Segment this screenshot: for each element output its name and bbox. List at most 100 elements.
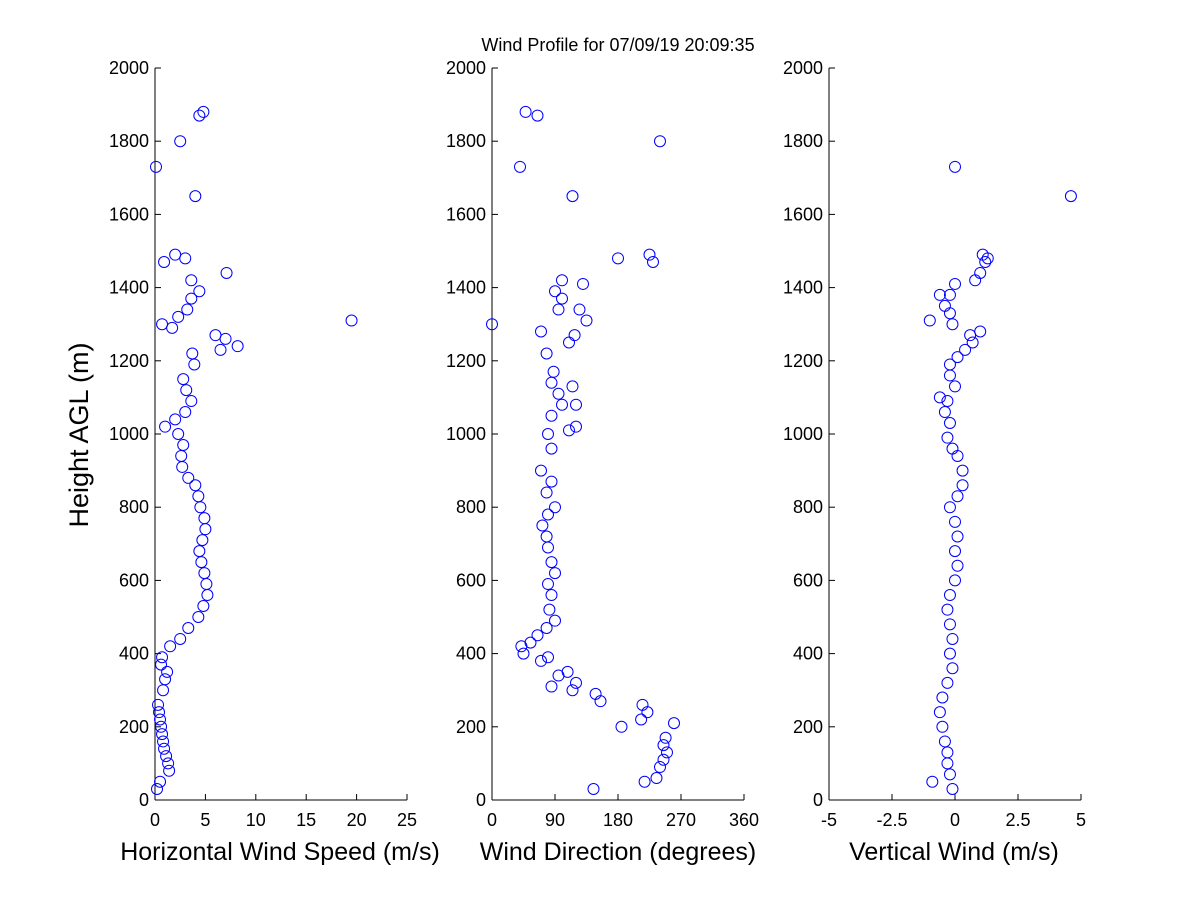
data-point-wind-direction — [556, 292, 568, 305]
data-point-horizontal-wind-speed — [188, 358, 201, 371]
data-point-wind-direction — [615, 720, 628, 733]
data-point-wind-direction — [542, 428, 554, 440]
y-tick-label-vertical-wind: 1600 — [783, 204, 823, 224]
data-point-vertical-wind — [949, 277, 961, 290]
data-point-horizontal-wind-speed — [193, 285, 206, 298]
data-point-wind-direction — [517, 647, 530, 660]
figure-title: Wind Profile for 07/09/19 20:09:35 — [481, 35, 754, 55]
data-point-horizontal-wind-speed — [166, 321, 179, 334]
data-point-wind-direction — [545, 376, 558, 389]
data-point-horizontal-wind-speed — [155, 720, 168, 733]
y-tick-label-wind-direction: 1000 — [446, 424, 486, 444]
data-point-horizontal-wind-speed — [185, 292, 198, 305]
data-point-horizontal-wind-speed — [192, 611, 205, 623]
data-point-vertical-wind — [923, 314, 936, 327]
data-point-wind-direction — [650, 772, 663, 785]
data-point-vertical-wind — [946, 442, 959, 455]
data-point-vertical-wind — [943, 647, 956, 660]
y-tick-label-horizontal-wind-speed: 1400 — [109, 278, 149, 298]
data-point-wind-direction — [542, 651, 554, 664]
data-point-wind-direction — [657, 753, 670, 766]
data-point-vertical-wind — [974, 325, 987, 338]
data-point-wind-direction — [580, 314, 593, 327]
data-point-vertical-wind — [951, 559, 964, 572]
x-tick-label-vertical-wind: 5 — [1076, 810, 1086, 830]
x-tick-label-horizontal-wind-speed: 15 — [296, 810, 316, 830]
data-point-vertical-wind — [941, 395, 954, 408]
data-point-horizontal-wind-speed — [150, 160, 163, 173]
y-tick-label-wind-direction: 600 — [456, 570, 486, 590]
x-tick-label-horizontal-wind-speed: 25 — [397, 810, 417, 830]
data-point-horizontal-wind-speed — [160, 750, 173, 763]
data-point-wind-direction — [542, 541, 554, 554]
data-point-wind-direction — [556, 398, 568, 411]
y-tick-label-wind-direction: 1800 — [446, 131, 486, 151]
data-point-vertical-wind — [956, 479, 969, 492]
data-point-wind-direction — [543, 603, 556, 616]
data-point-horizontal-wind-speed — [193, 545, 206, 558]
data-point-vertical-wind — [936, 720, 949, 733]
y-tick-label-vertical-wind: 0 — [813, 790, 823, 810]
data-point-wind-direction — [552, 387, 565, 400]
data-point-horizontal-wind-speed — [156, 651, 169, 664]
data-point-wind-direction — [566, 380, 579, 393]
data-point-vertical-wind — [943, 369, 956, 382]
data-point-wind-direction — [549, 614, 561, 627]
data-point-wind-direction — [545, 680, 558, 693]
data-point-vertical-wind — [974, 266, 987, 279]
data-point-wind-direction — [657, 739, 670, 752]
data-point-vertical-wind — [956, 464, 969, 477]
data-point-vertical-wind — [941, 746, 954, 759]
data-point-horizontal-wind-speed — [158, 742, 171, 755]
data-point-horizontal-wind-speed — [163, 764, 176, 777]
y-tick-label-vertical-wind: 800 — [793, 497, 823, 517]
panel-wind-direction: 0 200 400 600 800 1000 1200 1400 1600 1800 2000 0 90… — [446, 58, 759, 830]
x-axis-label-wind-direction: Wind Direction (degrees) — [480, 838, 757, 866]
data-point-wind-direction — [531, 109, 544, 122]
y-tick-label-horizontal-wind-speed: 800 — [119, 497, 149, 517]
y-tick-label-horizontal-wind-speed: 1800 — [109, 131, 149, 151]
data-point-vertical-wind — [946, 783, 959, 796]
y-tick-label-wind-direction: 1400 — [446, 278, 486, 298]
data-point-horizontal-wind-speed — [182, 471, 195, 484]
data-point-horizontal-wind-speed — [185, 395, 198, 408]
x-tick-label-wind-direction: 180 — [603, 810, 633, 830]
y-tick-label-wind-direction: 1200 — [446, 351, 486, 371]
data-point-vertical-wind — [943, 618, 956, 631]
data-point-wind-direction — [542, 508, 554, 521]
y-tick-label-horizontal-wind-speed: 1200 — [109, 351, 149, 371]
data-point-wind-direction — [636, 698, 649, 711]
data-point-horizontal-wind-speed — [153, 706, 166, 719]
data-point-wind-direction — [638, 775, 651, 788]
data-point-wind-direction — [545, 556, 558, 569]
data-point-wind-direction — [654, 761, 666, 774]
y-tick-label-vertical-wind: 1400 — [783, 278, 823, 298]
y-axis-label: Height AGL (m) — [64, 342, 94, 527]
data-point-horizontal-wind-speed — [164, 640, 177, 653]
x-tick-label-wind-direction: 0 — [487, 810, 497, 830]
data-point-horizontal-wind-speed — [174, 135, 187, 148]
data-point-vertical-wind — [938, 406, 951, 419]
data-point-wind-direction — [519, 105, 532, 118]
data-point-vertical-wind — [938, 735, 951, 748]
data-point-horizontal-wind-speed — [159, 673, 172, 686]
data-point-horizontal-wind-speed — [197, 105, 210, 118]
data-point-wind-direction — [587, 783, 600, 796]
data-point-horizontal-wind-speed — [158, 255, 171, 268]
data-point-wind-direction — [612, 252, 624, 265]
data-point-vertical-wind — [941, 676, 954, 689]
data-point-wind-direction — [556, 274, 568, 287]
data-point-horizontal-wind-speed — [209, 329, 222, 342]
data-point-vertical-wind — [933, 706, 946, 719]
data-point-horizontal-wind-speed — [156, 318, 169, 331]
data-point-vertical-wind — [976, 248, 989, 261]
x-tick-label-horizontal-wind-speed: 5 — [200, 810, 210, 830]
data-point-wind-direction — [643, 248, 656, 261]
data-point-vertical-wind — [964, 329, 977, 342]
data-point-horizontal-wind-speed — [169, 413, 182, 426]
data-point-vertical-wind — [941, 603, 954, 616]
y-tick-label-vertical-wind: 600 — [793, 570, 823, 590]
data-point-wind-direction — [566, 684, 579, 697]
data-point-horizontal-wind-speed — [185, 274, 198, 287]
